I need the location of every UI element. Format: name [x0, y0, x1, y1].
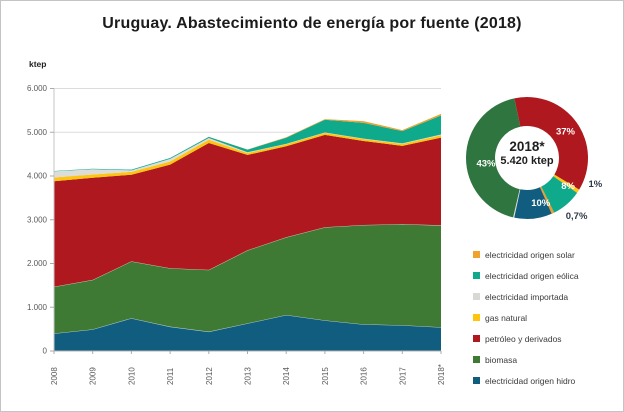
legend-item: electricidad importada: [473, 290, 579, 303]
donut-slice-label: 43%: [476, 159, 496, 170]
y-tick-label: 1.000: [27, 303, 48, 312]
legend-swatch: [473, 251, 480, 258]
x-tick-label: 2018*: [437, 364, 446, 385]
donut-center-label: 2018* 5.420 ktep: [485, 139, 569, 168]
x-tick-label: 2008: [50, 367, 59, 385]
y-tick-label: 6.000: [27, 84, 48, 93]
y-tick-label: 4.000: [27, 172, 48, 181]
legend-label: gas natural: [485, 312, 528, 323]
legend-item: electricidad origen eólica: [473, 269, 579, 282]
area-series-1: [54, 224, 441, 334]
area-series-3: [54, 132, 441, 182]
donut-slice-label: 10%: [531, 198, 551, 209]
donut-slice-4: [514, 187, 552, 219]
x-tick-label: 2012: [205, 367, 214, 385]
donut-slice-0: [514, 97, 588, 190]
y-tick-label: 3.000: [27, 215, 48, 224]
legend-swatch: [473, 356, 480, 363]
area-series-2: [54, 134, 441, 287]
y-tick-label: 5.000: [27, 128, 48, 137]
area-series-4: [54, 132, 441, 178]
legend-item: electricidad origen solar: [473, 248, 579, 261]
legend-item: biomasa: [473, 353, 579, 366]
legend-label: biomasa: [485, 354, 518, 365]
legend-item: petróleo y derivados: [473, 332, 579, 345]
legend-label: petróleo y derivados: [485, 333, 562, 344]
x-tick-label: 2010: [127, 367, 136, 385]
y-tick-label: 2.000: [27, 259, 48, 268]
area-series-5: [54, 115, 441, 172]
donut-total-label: 5.420 ktep: [500, 155, 554, 167]
donut-slice-label: 8%: [561, 181, 575, 192]
donut-slice-6: [466, 98, 521, 218]
legend-swatch: [473, 272, 480, 279]
legend: electricidad origen solar electricidad or…: [473, 248, 579, 387]
chart-title: Uruguay. Abastecimiento de energía por f…: [102, 15, 522, 32]
donut-slice-1: [553, 174, 580, 193]
legend-swatch: [473, 377, 480, 384]
donut-slice-label: 1%: [589, 179, 603, 190]
y-tick-label: 0: [43, 347, 48, 356]
legend-swatch: [473, 335, 480, 342]
legend-swatch: [473, 314, 480, 321]
x-tick-label: 2013: [244, 367, 253, 385]
legend-label: electricidad origen solar: [485, 249, 575, 260]
legend-swatch: [473, 293, 480, 300]
donut-slice-label: 0,7%: [566, 211, 588, 222]
y-axis-unit-label: ktep: [29, 59, 47, 69]
x-tick-label: 2017: [398, 367, 407, 385]
donut-year-label: 2018*: [509, 139, 545, 154]
x-tick-label: 2009: [89, 367, 98, 385]
x-tick-label: 2015: [321, 367, 330, 385]
legend-label: electricidad origen hidro: [485, 375, 576, 386]
legend-label: electricidad importada: [485, 291, 569, 302]
legend-label: electricidad origen eólica: [485, 270, 579, 281]
donut-slice-label: 37%: [556, 126, 576, 137]
area-series-0: [54, 314, 441, 351]
x-tick-label: 2011: [166, 367, 175, 385]
donut-slice-2: [541, 176, 578, 213]
legend-item: electricidad origen hidro: [473, 374, 579, 387]
donut-slice-5: [513, 189, 521, 218]
legend-item: gas natural: [473, 311, 579, 324]
donut-slice-3: [539, 186, 555, 214]
x-tick-label: 2014: [282, 367, 291, 385]
x-tick-label: 2016: [360, 367, 369, 385]
